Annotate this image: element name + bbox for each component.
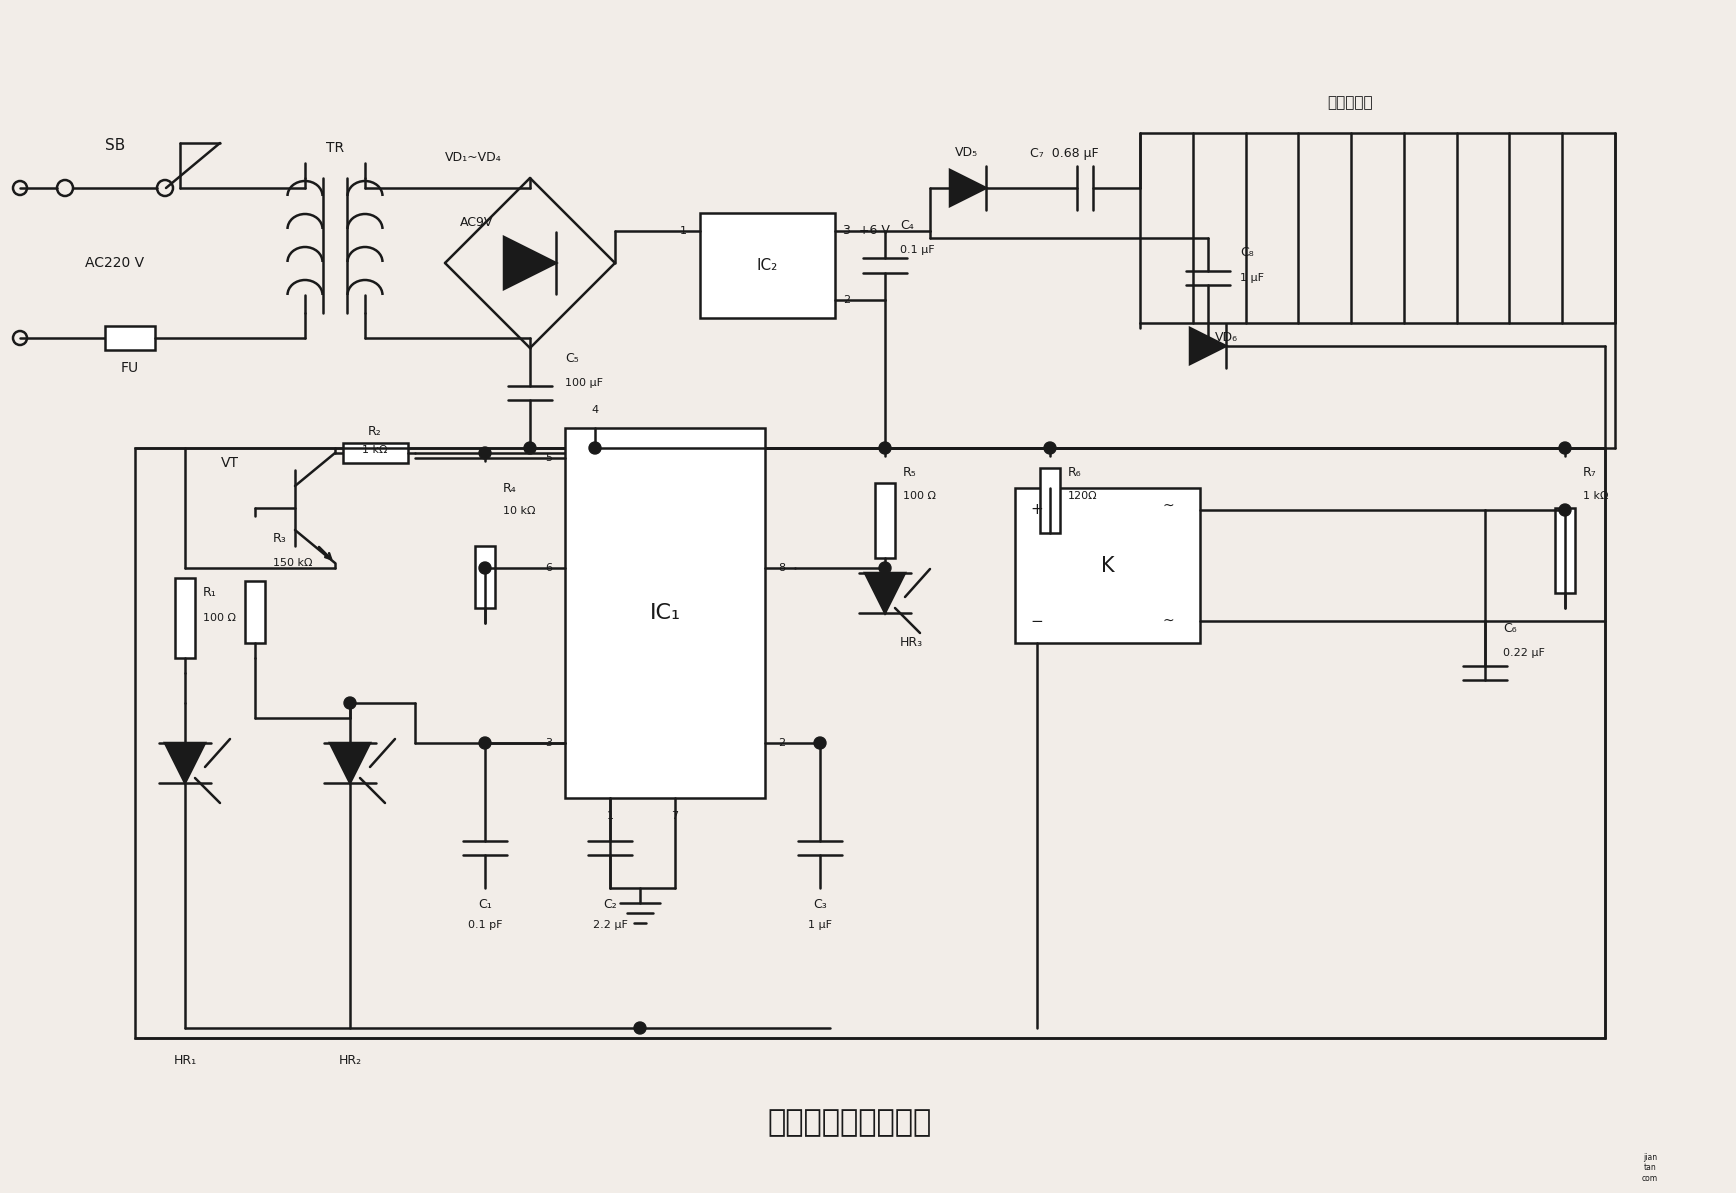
Text: VD₅: VD₅ (955, 147, 977, 160)
Text: ~: ~ (1161, 614, 1174, 628)
Bar (1040, 468, 1061, 533)
Circle shape (479, 447, 491, 459)
Text: 5: 5 (545, 453, 552, 463)
Bar (135, 449, 1606, 1038)
Text: 1 kΩ: 1 kΩ (1583, 492, 1609, 501)
Text: HR₁: HR₁ (174, 1053, 196, 1067)
Circle shape (878, 441, 891, 455)
Text: C₈: C₈ (1240, 247, 1253, 260)
Bar (104, 326, 155, 350)
Circle shape (1559, 503, 1571, 517)
Bar (1016, 488, 1200, 643)
Text: R₅: R₅ (903, 466, 917, 480)
Circle shape (524, 441, 536, 455)
Circle shape (1559, 441, 1571, 455)
Circle shape (479, 562, 491, 574)
Text: 1 μF: 1 μF (1240, 273, 1264, 283)
Text: 0.1 μF: 0.1 μF (899, 246, 934, 255)
Text: 150 kΩ: 150 kΩ (273, 558, 312, 568)
Text: 3  +6 V: 3 +6 V (844, 224, 891, 237)
Text: 2: 2 (778, 738, 785, 748)
Text: TR: TR (326, 141, 344, 155)
Text: 3: 3 (545, 738, 552, 748)
Text: C₁: C₁ (477, 898, 491, 911)
Text: C₇  0.68 μF: C₇ 0.68 μF (1029, 147, 1099, 160)
Text: K: K (1101, 556, 1115, 575)
Circle shape (589, 441, 601, 455)
Text: R₃: R₃ (273, 532, 286, 544)
Text: R₁: R₁ (203, 587, 217, 600)
Circle shape (1043, 441, 1055, 455)
Polygon shape (950, 169, 986, 206)
Text: FU: FU (122, 361, 139, 375)
Text: SB: SB (104, 138, 125, 154)
Text: 7: 7 (672, 811, 679, 821)
Text: 120Ω: 120Ω (1068, 492, 1097, 501)
Text: 100 Ω: 100 Ω (203, 613, 236, 623)
Text: IC₂: IC₂ (757, 258, 778, 273)
Bar (1555, 508, 1575, 593)
Bar (476, 546, 495, 608)
Text: HR₃: HR₃ (899, 637, 924, 649)
Text: C₃: C₃ (812, 898, 826, 911)
Text: C₅: C₅ (564, 352, 578, 365)
Text: AC9V: AC9V (460, 216, 493, 229)
Text: IC₁: IC₁ (649, 602, 681, 623)
Circle shape (814, 737, 826, 749)
Polygon shape (330, 743, 370, 783)
Bar (175, 577, 194, 659)
Bar (245, 581, 266, 643)
Text: 4: 4 (592, 404, 599, 415)
Text: +: + (1031, 502, 1043, 518)
Bar (564, 428, 766, 798)
Text: 1 μF: 1 μF (807, 920, 832, 931)
Polygon shape (165, 743, 205, 783)
Text: R₂: R₂ (368, 425, 382, 438)
Text: C₆: C₆ (1503, 622, 1517, 635)
Text: 0.22 μF: 0.22 μF (1503, 648, 1545, 659)
Text: 10 kΩ: 10 kΩ (503, 506, 535, 517)
Text: R₇: R₇ (1583, 466, 1597, 480)
Polygon shape (503, 237, 556, 289)
Text: 100 μF: 100 μF (564, 378, 602, 388)
Bar (344, 443, 408, 463)
Text: 1: 1 (681, 225, 687, 236)
Polygon shape (1189, 328, 1226, 364)
Circle shape (634, 1022, 646, 1034)
Circle shape (479, 737, 491, 749)
Text: VD₆: VD₆ (1215, 332, 1238, 345)
Text: 1 kΩ: 1 kΩ (363, 445, 387, 455)
Bar (875, 483, 896, 558)
Text: 8: 8 (778, 563, 785, 573)
Text: jian
tan
com: jian tan com (1642, 1154, 1658, 1183)
Text: 2: 2 (844, 295, 851, 305)
Text: AC220 V: AC220 V (85, 256, 144, 270)
Text: VT: VT (220, 456, 240, 470)
Text: 1: 1 (606, 811, 613, 821)
Text: R₆: R₆ (1068, 466, 1082, 480)
Text: C₂: C₂ (602, 898, 616, 911)
Text: 0.1 pF: 0.1 pF (467, 920, 502, 931)
Text: 电压放电网: 电压放电网 (1328, 95, 1373, 111)
Polygon shape (865, 573, 904, 613)
Text: R₄: R₄ (503, 482, 517, 495)
Text: VD₁~VD₄: VD₁~VD₄ (444, 152, 502, 165)
Text: ~: ~ (1161, 499, 1174, 513)
Circle shape (878, 562, 891, 574)
Text: 6: 6 (545, 563, 552, 573)
Text: HR₂: HR₂ (339, 1053, 361, 1067)
Text: 电子灭鼠器电路原理: 电子灭鼠器电路原理 (767, 1108, 932, 1137)
Text: 2.2 μF: 2.2 μF (592, 920, 627, 931)
Bar (700, 214, 835, 319)
Text: C₄: C₄ (899, 220, 913, 231)
Text: −: − (1031, 613, 1043, 629)
Text: 100 Ω: 100 Ω (903, 492, 936, 501)
Circle shape (344, 697, 356, 709)
